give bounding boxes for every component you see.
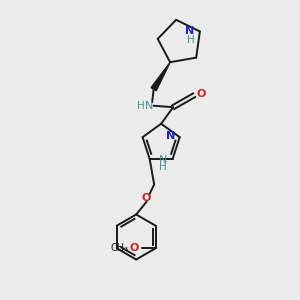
Text: N: N bbox=[185, 26, 194, 36]
Text: H: H bbox=[159, 162, 167, 172]
Polygon shape bbox=[151, 62, 170, 91]
Text: O: O bbox=[130, 243, 139, 253]
Text: N: N bbox=[166, 131, 175, 141]
Text: O: O bbox=[196, 89, 206, 99]
Text: O: O bbox=[142, 193, 152, 203]
Text: N: N bbox=[145, 101, 154, 111]
Text: CH₃: CH₃ bbox=[110, 243, 129, 253]
Text: H: H bbox=[187, 35, 194, 45]
Text: H: H bbox=[137, 101, 145, 111]
Text: N: N bbox=[159, 155, 167, 166]
